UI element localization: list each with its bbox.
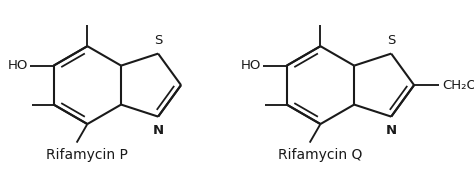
Text: S: S — [154, 34, 162, 47]
Text: N: N — [386, 124, 397, 137]
Text: N: N — [153, 124, 164, 137]
Text: Rifamycin Q: Rifamycin Q — [278, 148, 363, 162]
Text: Rifamycin P: Rifamycin P — [46, 148, 128, 162]
Text: CH₂OH: CH₂OH — [443, 79, 474, 92]
Text: S: S — [387, 34, 395, 47]
Text: HO: HO — [241, 59, 261, 72]
Text: HO: HO — [8, 59, 28, 72]
